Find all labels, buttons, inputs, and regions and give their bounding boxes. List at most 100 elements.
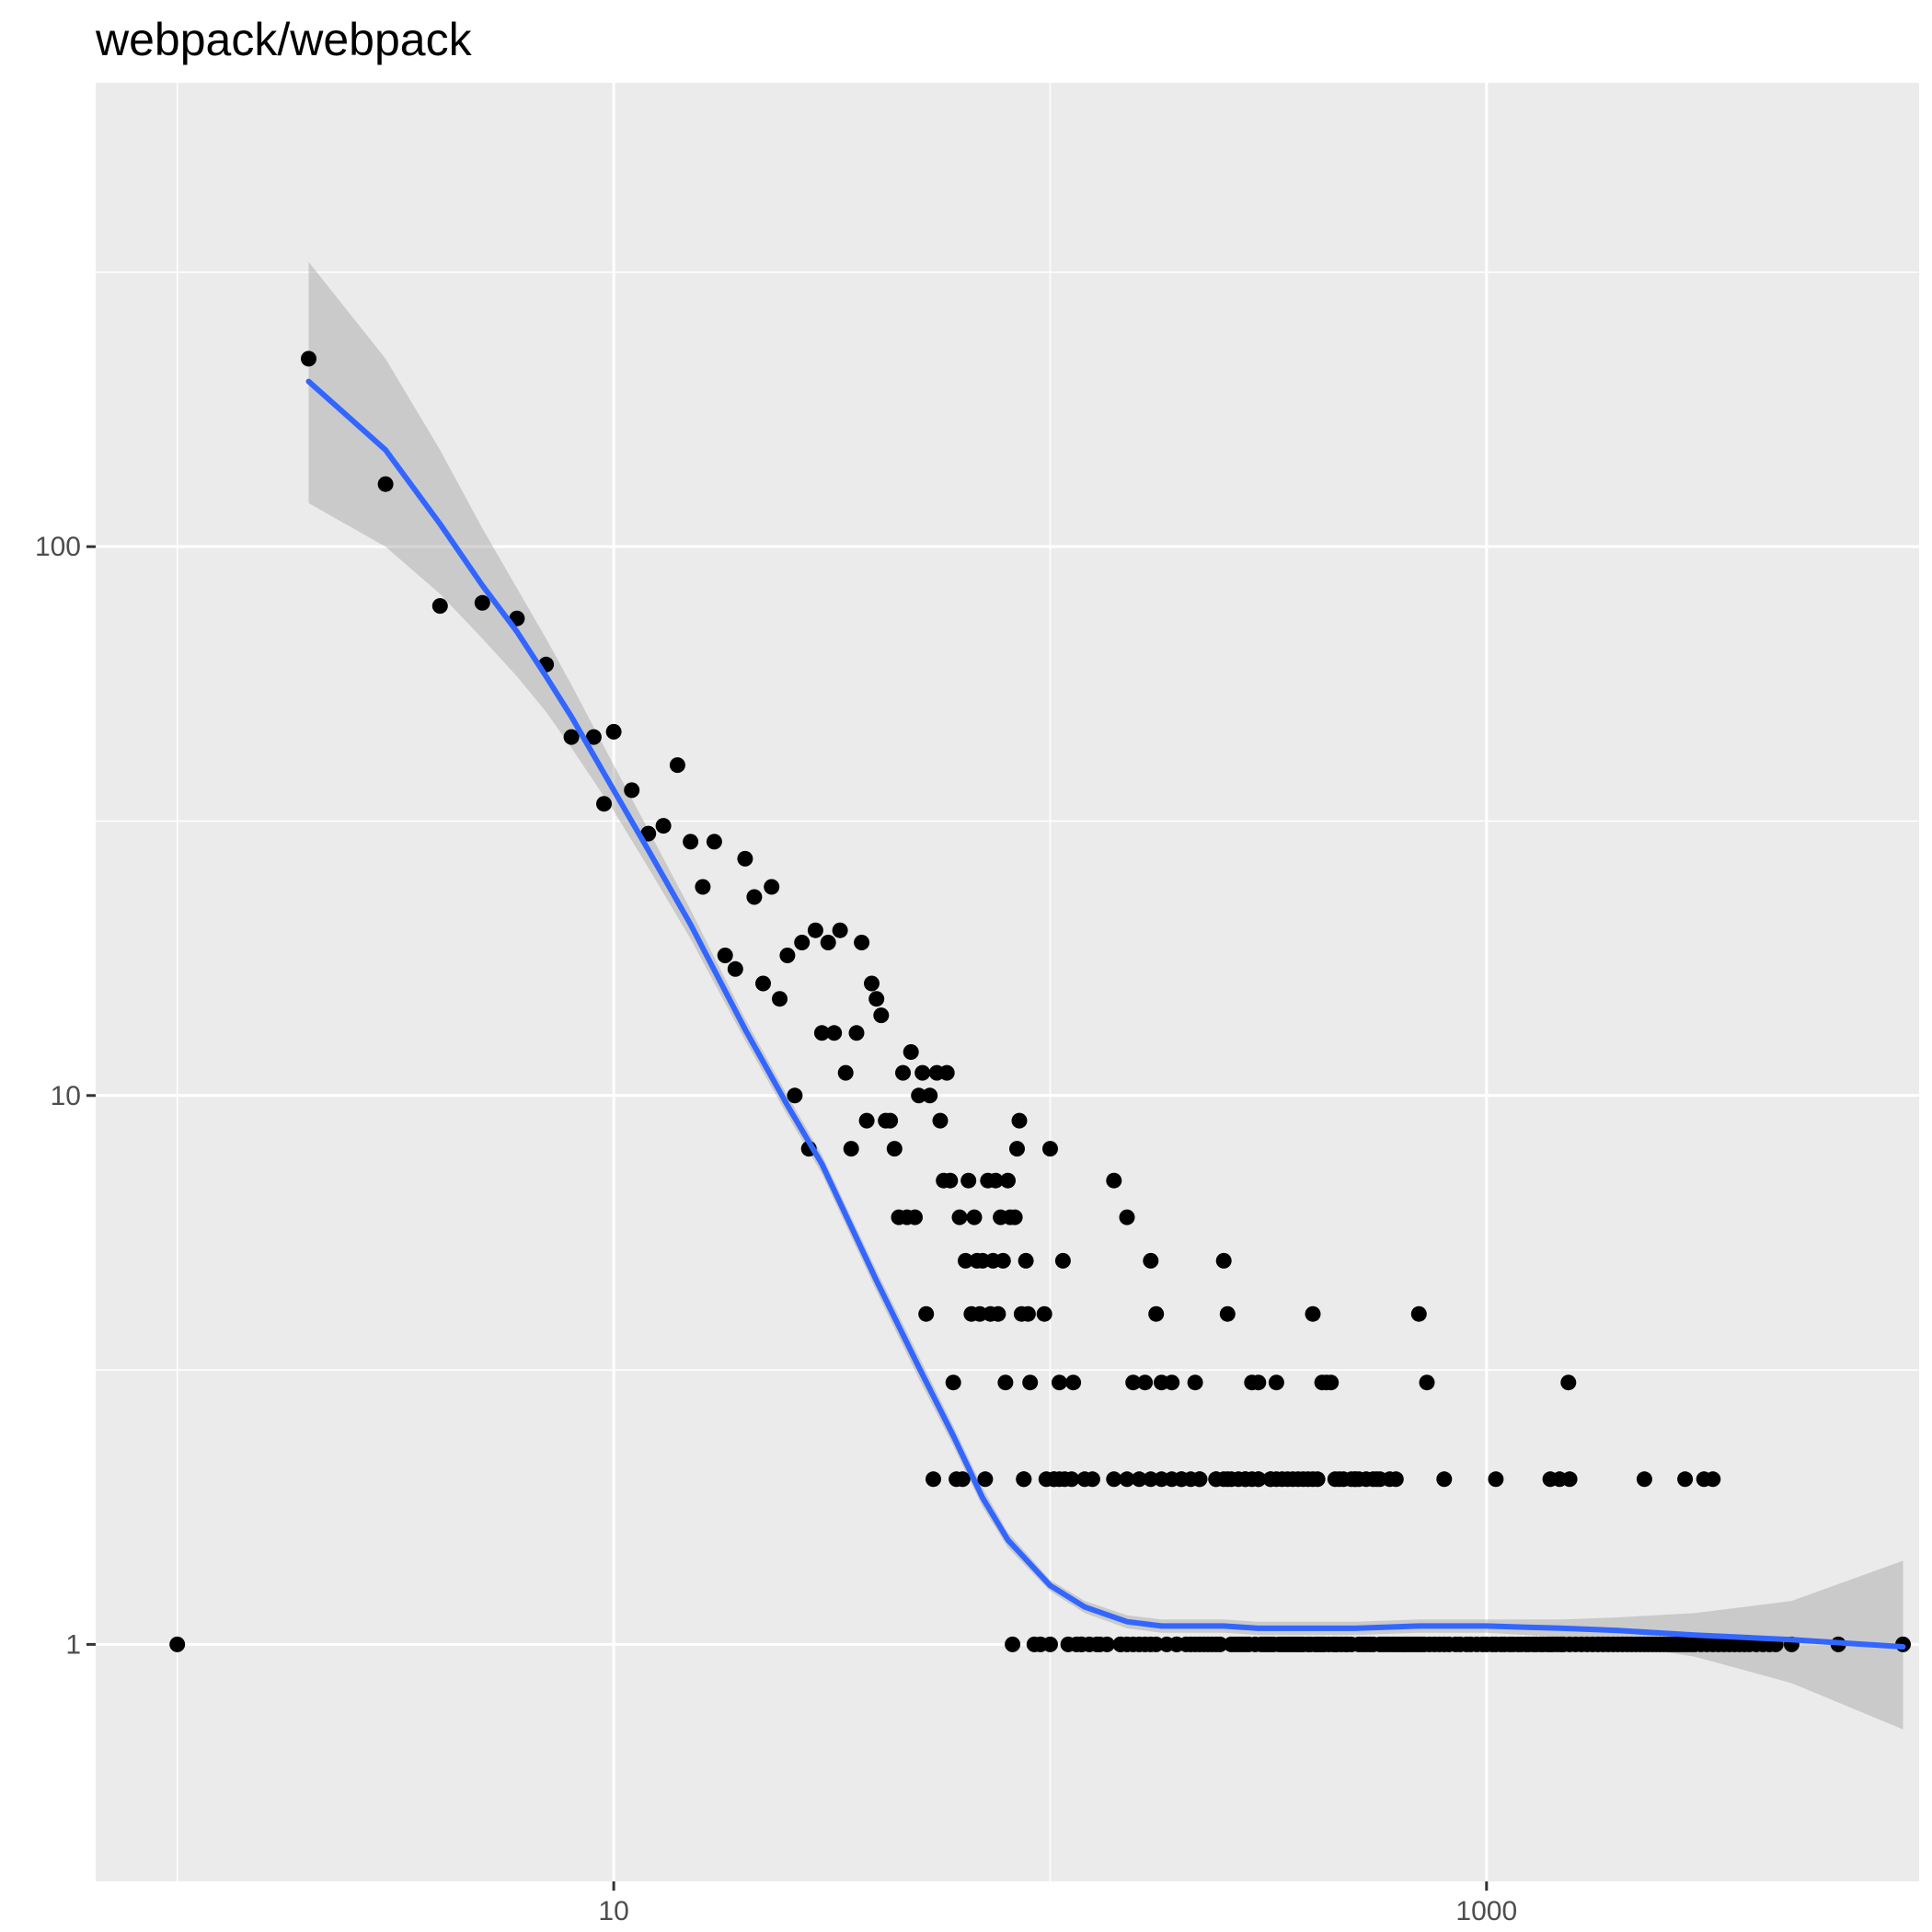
- data-point: [1125, 1374, 1142, 1391]
- y-tick-label: 100: [35, 532, 81, 562]
- data-point: [605, 723, 622, 740]
- data-point: [922, 1087, 938, 1104]
- data-point: [1274, 1471, 1291, 1488]
- data-point: [848, 1025, 865, 1041]
- data-point: [794, 935, 811, 950]
- data-point: [717, 948, 733, 963]
- data-point: [1143, 1252, 1159, 1269]
- y-tick-label: 1: [65, 1629, 81, 1660]
- data-point: [1219, 1305, 1236, 1322]
- data-point: [1705, 1636, 1721, 1652]
- plot-panel: [96, 83, 1919, 1881]
- x-tick-label: 1000: [1455, 1896, 1517, 1926]
- data-point: [1009, 1141, 1025, 1157]
- data-point: [1119, 1471, 1135, 1488]
- data-point: [655, 818, 672, 834]
- data-point: [1148, 1305, 1165, 1322]
- data-point: [907, 1209, 923, 1225]
- data-point: [945, 1374, 961, 1391]
- data-point: [1164, 1374, 1180, 1391]
- data-point: [938, 1064, 955, 1081]
- data-point: [1305, 1305, 1321, 1322]
- data-point: [995, 1252, 1011, 1269]
- data-point: [772, 991, 788, 1007]
- data-point: [958, 1252, 973, 1269]
- data-point: [858, 1112, 875, 1129]
- data-point: [1191, 1471, 1208, 1488]
- data-point: [1736, 1636, 1753, 1652]
- data-point: [1036, 1305, 1052, 1322]
- data-point: [966, 1209, 983, 1225]
- data-point: [695, 879, 711, 895]
- data-point: [911, 1087, 927, 1104]
- chart-title: webpack/webpack: [95, 14, 473, 65]
- data-point: [1314, 1374, 1330, 1391]
- data-point: [706, 834, 722, 850]
- data-point: [914, 1064, 931, 1081]
- data-point: [727, 960, 743, 977]
- data-point: [683, 834, 699, 850]
- data-point: [1219, 1471, 1236, 1488]
- data-point: [1636, 1471, 1652, 1488]
- data-point: [997, 1374, 1014, 1391]
- data-points: [169, 351, 1911, 1652]
- data-point: [301, 351, 316, 367]
- data-point: [807, 922, 823, 938]
- y-tick-label: 10: [51, 1081, 81, 1111]
- data-point: [640, 825, 657, 842]
- data-point: [1137, 1374, 1154, 1391]
- data-point: [977, 1471, 994, 1488]
- data-point: [1018, 1252, 1034, 1269]
- data-point: [1168, 1636, 1185, 1652]
- data-point: [1019, 1305, 1036, 1322]
- data-point: [1561, 1471, 1578, 1488]
- data-point: [1441, 1636, 1457, 1652]
- data-point: [895, 1064, 911, 1081]
- data-point: [1309, 1471, 1326, 1488]
- data-point: [1064, 1471, 1080, 1488]
- data-point: [1693, 1636, 1709, 1652]
- data-point: [1119, 1209, 1135, 1225]
- data-point: [932, 1112, 949, 1129]
- data-point: [1488, 1471, 1504, 1488]
- data-point: [1022, 1374, 1039, 1391]
- data-point: [377, 476, 394, 492]
- data-point: [854, 935, 870, 950]
- data-point: [1419, 1374, 1435, 1391]
- data-point: [1131, 1471, 1147, 1488]
- smooth-line: [305, 378, 1906, 1650]
- data-point: [942, 1172, 959, 1189]
- data-point: [1065, 1374, 1082, 1391]
- data-point: [843, 1141, 859, 1157]
- data-point: [951, 1209, 968, 1225]
- x-tick-label: 10: [598, 1896, 628, 1926]
- data-point: [832, 922, 848, 938]
- data-point: [960, 1172, 977, 1189]
- data-point: [1560, 1374, 1577, 1391]
- loess-fit-line: [305, 378, 1906, 1650]
- data-point: [1006, 1209, 1023, 1225]
- data-point: [1436, 1471, 1453, 1488]
- data-point: [1212, 1636, 1228, 1652]
- data-point: [746, 889, 763, 905]
- data-point: [1410, 1305, 1427, 1322]
- data-point: [1372, 1471, 1388, 1488]
- data-point: [1463, 1636, 1479, 1652]
- data-point: [813, 1025, 830, 1041]
- data-point: [882, 1112, 899, 1129]
- data-point: [1042, 1636, 1058, 1652]
- data-point: [779, 948, 796, 963]
- axis-ticks: 10 1000 1 10 100: [35, 532, 1517, 1926]
- data-point: [1042, 1141, 1058, 1157]
- data-point: [918, 1305, 935, 1322]
- data-point: [755, 975, 771, 992]
- data-point: [1054, 1252, 1071, 1269]
- data-point: [1561, 1636, 1578, 1652]
- data-point: [1268, 1374, 1284, 1391]
- data-point: [903, 1044, 919, 1060]
- data-point: [1076, 1471, 1093, 1488]
- data-point: [873, 1007, 890, 1024]
- data-point: [1125, 1636, 1142, 1652]
- data-point: [431, 598, 448, 615]
- data-point: [1000, 1172, 1016, 1189]
